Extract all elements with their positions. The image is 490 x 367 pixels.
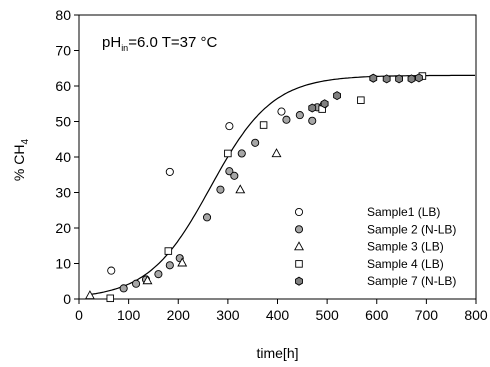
data-point: [106, 294, 115, 303]
data-point: [177, 257, 188, 267]
y-axis: 0 10 20 30 40 50 60 70 80: [55, 7, 79, 307]
data-point: [277, 107, 286, 116]
data-point: [225, 167, 234, 176]
data-point: [259, 121, 268, 129]
y-axis-title-main: % CH: [11, 145, 27, 182]
data-point: [308, 116, 317, 125]
legend-label: Sample 2 (N-LB): [367, 222, 456, 236]
legend-marker: [294, 241, 304, 251]
data-point: [395, 74, 403, 84]
annotation: pHin=6.0 T=37 °C: [102, 34, 217, 53]
legend-label: Sample 7 (N-LB): [367, 274, 456, 288]
data-point: [415, 73, 423, 83]
data-point: [282, 115, 291, 124]
data-point: [271, 148, 282, 158]
x-tick-label: 600: [365, 307, 389, 323]
data-point: [407, 74, 416, 84]
y-tick-label: 10: [55, 256, 71, 272]
annotation-suffix: =6.0 T=37 °C: [128, 34, 217, 51]
y-tick-label: 40: [55, 149, 71, 165]
y-tick-label: 50: [55, 114, 71, 130]
y-axis-title: % CH4: [11, 139, 31, 182]
x-tick-label: 100: [117, 307, 141, 323]
y-tick-label: 80: [55, 7, 71, 23]
x-tick-label: 300: [216, 307, 240, 323]
x-tick-label: 700: [415, 307, 439, 323]
legend-label: Sample1 (LB): [367, 205, 440, 219]
data-point: [202, 213, 212, 222]
data-point: [320, 99, 329, 109]
legend-marker: [294, 225, 304, 234]
data-point: [225, 122, 234, 131]
x-axis: 0 100 200 300 400 500 600 700 800: [75, 299, 488, 323]
data-point: [216, 185, 225, 194]
y-axis-title-subscript: 4: [20, 139, 31, 145]
legend-label: Sample 3 (LB): [367, 240, 444, 254]
data-point: [237, 149, 246, 158]
data-points: [84, 72, 427, 303]
y-tick-label: 60: [55, 78, 71, 94]
data-point: [84, 290, 95, 300]
data-point: [357, 96, 365, 104]
x-axis-title: time[h]: [256, 345, 298, 361]
data-point: [308, 103, 317, 113]
x-tick-label: 500: [315, 307, 339, 323]
x-tick-label: 200: [167, 307, 191, 323]
annotation-prefix: pH: [102, 34, 121, 51]
data-point: [132, 279, 141, 288]
x-tick-label: 800: [464, 307, 488, 323]
y-tick-label: 0: [63, 291, 71, 307]
data-point: [154, 270, 163, 279]
data-point: [224, 149, 232, 158]
x-tick-label: 0: [75, 307, 83, 323]
data-point: [164, 247, 173, 255]
legend: Sample1 (LB) Sample 2 (N-LB) Sample 3 (LB)…: [294, 205, 456, 288]
x-tick-label: 400: [266, 307, 290, 323]
y-tick-label: 70: [55, 43, 71, 59]
data-point: [107, 266, 116, 275]
data-point: [165, 167, 174, 176]
data-point: [230, 171, 239, 180]
annotation-subscript: in: [121, 43, 128, 53]
data-point: [119, 284, 128, 293]
data-point: [295, 111, 304, 120]
data-point: [369, 73, 378, 83]
data-point: [251, 138, 260, 147]
data-point: [165, 261, 174, 270]
legend-marker: [294, 207, 304, 217]
data-point: [142, 275, 153, 285]
y-tick-label: 20: [55, 220, 71, 236]
data-point: [382, 74, 391, 84]
y-tick-label: 30: [55, 185, 71, 201]
data-point: [333, 91, 341, 101]
legend-label: Sample 4 (LB): [367, 257, 444, 271]
data-point: [235, 184, 246, 194]
legend-marker: [295, 260, 303, 268]
legend-marker: [295, 276, 303, 286]
